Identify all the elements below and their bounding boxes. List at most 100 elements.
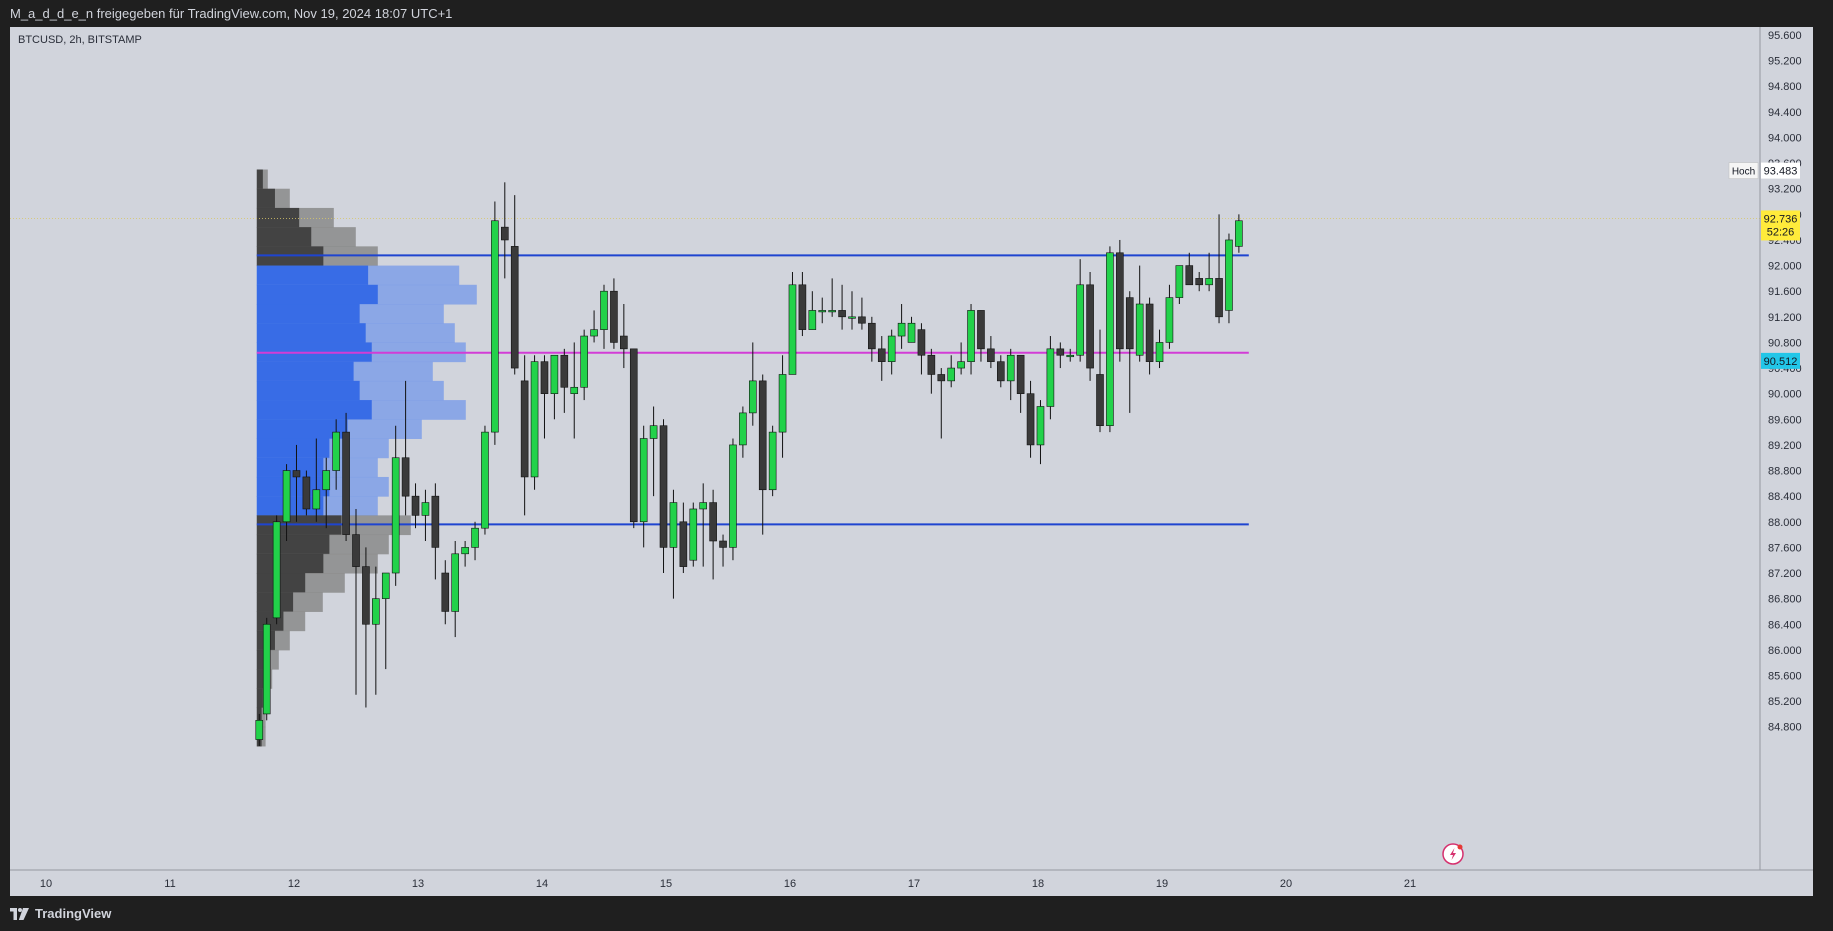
price-tick-label: 94.400 bbox=[1768, 107, 1802, 119]
volume-profile-bin-core bbox=[256, 438, 330, 459]
price-tick-label: 84.800 bbox=[1768, 722, 1802, 734]
candle-down bbox=[1016, 354, 1025, 394]
volume-profile-bin-core bbox=[256, 227, 312, 247]
candle-down bbox=[868, 322, 876, 350]
candle-up bbox=[778, 374, 787, 433]
candle-down bbox=[719, 540, 727, 548]
candle-up bbox=[255, 720, 264, 740]
price-tick-label: 88.000 bbox=[1768, 517, 1802, 529]
candle-down bbox=[1116, 252, 1124, 350]
current-price-tag bbox=[1761, 210, 1800, 241]
footer-bar: TradingView bbox=[0, 897, 1833, 931]
price-axis[interactable]: 95.60095.20094.80094.40094.00093.60093.2… bbox=[1768, 30, 1802, 734]
time-tick-label: 17 bbox=[908, 878, 920, 890]
time-tick-label: 11 bbox=[164, 878, 175, 890]
volume-profile-bin-core bbox=[256, 169, 263, 190]
candle-up bbox=[1006, 354, 1015, 382]
volume-profile-bin-core bbox=[256, 361, 354, 382]
candlesticks bbox=[255, 182, 1243, 746]
candle-down bbox=[510, 246, 519, 369]
candle-down bbox=[679, 521, 688, 567]
candle-up bbox=[580, 335, 588, 388]
candle-down bbox=[1215, 278, 1223, 318]
candle-up bbox=[907, 322, 916, 343]
footer-brand-label: TradingView bbox=[35, 906, 112, 921]
price-tick-label: 86.800 bbox=[1768, 594, 1802, 606]
candle-down bbox=[292, 470, 301, 478]
candle-down bbox=[798, 284, 807, 330]
current-price-label: 92.736 bbox=[1764, 213, 1798, 225]
price-tick-label: 90.000 bbox=[1768, 389, 1802, 401]
volume-profile-bin-core bbox=[256, 669, 266, 689]
tradingview-brand[interactable]: TradingView bbox=[10, 906, 111, 921]
candle-down bbox=[1056, 348, 1065, 356]
candle-up bbox=[491, 220, 499, 433]
candle-down bbox=[858, 316, 866, 324]
time-tick-label: 16 bbox=[784, 878, 796, 890]
volume-profile-bin-core bbox=[256, 476, 330, 497]
candle-down bbox=[709, 502, 717, 542]
candle-down bbox=[937, 374, 946, 382]
alert-icon[interactable] bbox=[1442, 843, 1464, 865]
volume-profile-bin-core bbox=[256, 207, 300, 228]
time-tick-label: 15 bbox=[660, 878, 672, 890]
volume-profile-bin-core bbox=[256, 419, 348, 440]
candle-up bbox=[699, 502, 708, 510]
price-tick-label: 85.600 bbox=[1768, 671, 1802, 683]
poc-price-label: 90.512 bbox=[1764, 356, 1798, 368]
tradingview-logo-icon bbox=[10, 907, 29, 920]
candle-up bbox=[808, 310, 817, 330]
candle-up bbox=[312, 489, 321, 510]
candle-up bbox=[1205, 278, 1213, 286]
price-tick-label: 87.200 bbox=[1768, 568, 1802, 580]
candle-up bbox=[887, 335, 896, 362]
volume-profile-bin-core bbox=[256, 265, 369, 286]
candle-up bbox=[451, 553, 460, 612]
candle-down bbox=[302, 476, 311, 510]
volume-profile-bin-core bbox=[256, 304, 360, 324]
price-tick-label: 89.200 bbox=[1768, 440, 1802, 452]
candle-up bbox=[1076, 284, 1084, 356]
price-tick-label: 95.600 bbox=[1768, 30, 1802, 42]
price-tick-label: 88.400 bbox=[1768, 491, 1802, 503]
candle-down bbox=[520, 380, 529, 478]
price-tick-label: 86.000 bbox=[1768, 645, 1802, 657]
candle-up bbox=[421, 502, 430, 516]
high-value-tag bbox=[1761, 162, 1800, 179]
price-tick-label: 95.200 bbox=[1768, 56, 1802, 68]
price-chart[interactable]: 95.60095.20094.80094.40094.00093.60093.2… bbox=[10, 27, 1813, 896]
candle-down bbox=[560, 354, 569, 388]
high-value-label: 93.483 bbox=[1764, 166, 1798, 178]
candle-down bbox=[352, 534, 360, 567]
candle-up bbox=[262, 623, 271, 715]
candle-down bbox=[500, 226, 509, 241]
time-tick-label: 14 bbox=[536, 878, 548, 890]
volume-profile-bin-core bbox=[256, 534, 330, 555]
candle-up bbox=[1225, 239, 1233, 311]
candle-down bbox=[758, 380, 767, 491]
time-tick-label: 12 bbox=[288, 878, 300, 890]
volume-profile-bin-core bbox=[256, 553, 324, 574]
candle-up bbox=[1036, 406, 1045, 446]
candle-down bbox=[610, 290, 618, 343]
time-axis[interactable]: 10 11 12 13 14 15 16 17 18 19 20 21 bbox=[40, 878, 1416, 890]
volume-profile-bin-core bbox=[256, 400, 372, 420]
high-marker-label: Hoch bbox=[1732, 167, 1755, 178]
bar-countdown-label: 52:26 bbox=[1767, 226, 1795, 238]
price-tick-label: 94.000 bbox=[1768, 132, 1802, 144]
candle-down bbox=[838, 310, 846, 318]
candle-up bbox=[818, 310, 827, 313]
volume-profile-bin-core bbox=[256, 380, 360, 401]
time-tick-label: 18 bbox=[1032, 878, 1044, 890]
candle-up bbox=[828, 310, 836, 313]
candle-down bbox=[1195, 278, 1203, 286]
candle-down bbox=[411, 495, 420, 516]
candle-up bbox=[1235, 220, 1243, 247]
candle-down bbox=[540, 361, 549, 394]
price-tick-label: 94.800 bbox=[1768, 81, 1802, 93]
high-marker-tag bbox=[1728, 162, 1759, 179]
candle-up bbox=[272, 521, 281, 619]
time-tick-label: 13 bbox=[412, 878, 424, 890]
candle-up bbox=[729, 444, 737, 548]
